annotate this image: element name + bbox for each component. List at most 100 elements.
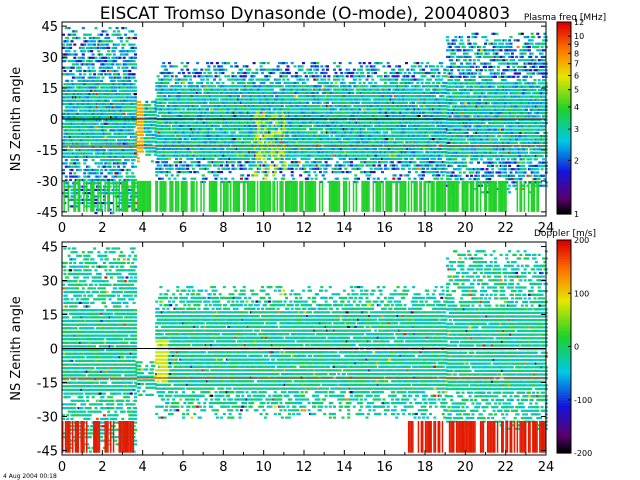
data-cell xyxy=(131,178,135,182)
data-cell xyxy=(98,69,102,73)
data-cell xyxy=(184,65,188,68)
data-cell xyxy=(83,36,87,40)
data-cell xyxy=(196,171,200,174)
data-cell xyxy=(227,167,231,170)
data-cell xyxy=(93,69,97,73)
data-streak xyxy=(262,180,264,212)
data-cell xyxy=(203,71,207,75)
data-cell xyxy=(266,62,270,65)
data-streak xyxy=(112,180,115,212)
data-cell xyxy=(217,164,221,167)
data-cell xyxy=(93,73,97,76)
data-streak xyxy=(90,180,92,212)
data-cell xyxy=(160,167,164,170)
data-cell xyxy=(170,65,174,68)
data-cell xyxy=(132,60,136,63)
data-cell xyxy=(64,165,68,168)
data-cell xyxy=(318,167,322,170)
data-cell xyxy=(184,78,188,81)
data-cell xyxy=(128,79,132,82)
data-cell xyxy=(230,157,233,160)
data-cell xyxy=(167,98,171,101)
data-cell xyxy=(105,43,109,46)
data-streak xyxy=(118,180,120,212)
data-cell xyxy=(90,152,94,155)
data-cell xyxy=(134,86,137,89)
data-cell xyxy=(114,159,118,162)
data-cell xyxy=(282,75,286,78)
data-streak xyxy=(143,180,146,212)
data-streak xyxy=(146,180,149,212)
data-cell xyxy=(221,71,225,75)
data-cell xyxy=(91,145,95,148)
data-cell xyxy=(71,36,75,40)
data-cell xyxy=(256,164,260,167)
data-cell xyxy=(112,53,116,56)
data-cell xyxy=(78,106,82,109)
data-cell xyxy=(237,114,240,118)
data-cell xyxy=(311,151,315,154)
data-cell xyxy=(136,150,140,153)
data-cell xyxy=(317,151,321,154)
data-cell xyxy=(200,157,204,160)
data-cell xyxy=(217,81,221,85)
data-cell xyxy=(91,63,95,66)
data-cell xyxy=(269,128,273,131)
data-cell xyxy=(213,164,216,167)
data-cell xyxy=(105,33,109,36)
data-cell xyxy=(213,85,216,88)
data-cell xyxy=(287,131,291,134)
data-cell xyxy=(190,95,194,98)
data-cell xyxy=(296,164,300,167)
data-cell xyxy=(279,75,283,78)
data-streak xyxy=(280,180,283,212)
data-cell xyxy=(201,177,205,180)
data-cell xyxy=(98,119,102,122)
data-cell xyxy=(265,154,269,157)
data-cell xyxy=(91,159,95,162)
data-cell xyxy=(70,40,74,43)
data-cell xyxy=(84,122,88,125)
data-cell xyxy=(287,108,291,111)
data-cell xyxy=(166,91,170,94)
data-cell xyxy=(294,167,298,170)
data-cell xyxy=(184,88,188,91)
data-cell xyxy=(165,68,169,71)
data-cell xyxy=(69,162,73,165)
data-cell xyxy=(87,182,91,185)
data-cell xyxy=(93,76,97,79)
data-cell xyxy=(317,114,321,118)
data-cell xyxy=(77,122,81,125)
data-cell xyxy=(134,96,137,99)
data-cell xyxy=(251,174,255,177)
data-cell xyxy=(108,155,112,158)
data-cell xyxy=(273,105,277,108)
data-streak xyxy=(126,180,129,212)
data-streak xyxy=(203,180,205,212)
data-cell xyxy=(97,36,101,40)
data-cell xyxy=(114,73,118,76)
data-streak xyxy=(222,180,225,212)
data-cell xyxy=(138,100,142,103)
data-streak xyxy=(104,180,106,212)
data-cell xyxy=(155,81,159,85)
data-cell xyxy=(182,71,185,75)
data-cell xyxy=(97,33,101,36)
data-cell xyxy=(122,165,126,168)
data-cell xyxy=(170,151,174,154)
data-cell xyxy=(78,155,82,158)
data-cell xyxy=(167,141,171,144)
data-cell xyxy=(278,124,281,127)
data-cell xyxy=(220,164,224,167)
data-cell xyxy=(170,167,174,170)
data-cell xyxy=(196,105,200,108)
data-cell xyxy=(118,159,122,162)
data-cell xyxy=(214,124,218,127)
data-cell xyxy=(179,161,183,164)
data-cell xyxy=(88,33,92,36)
data-cell xyxy=(269,121,273,124)
data-cell xyxy=(112,79,116,82)
data-cell xyxy=(135,130,139,133)
data-cell xyxy=(194,147,198,151)
data-cell xyxy=(97,60,101,63)
